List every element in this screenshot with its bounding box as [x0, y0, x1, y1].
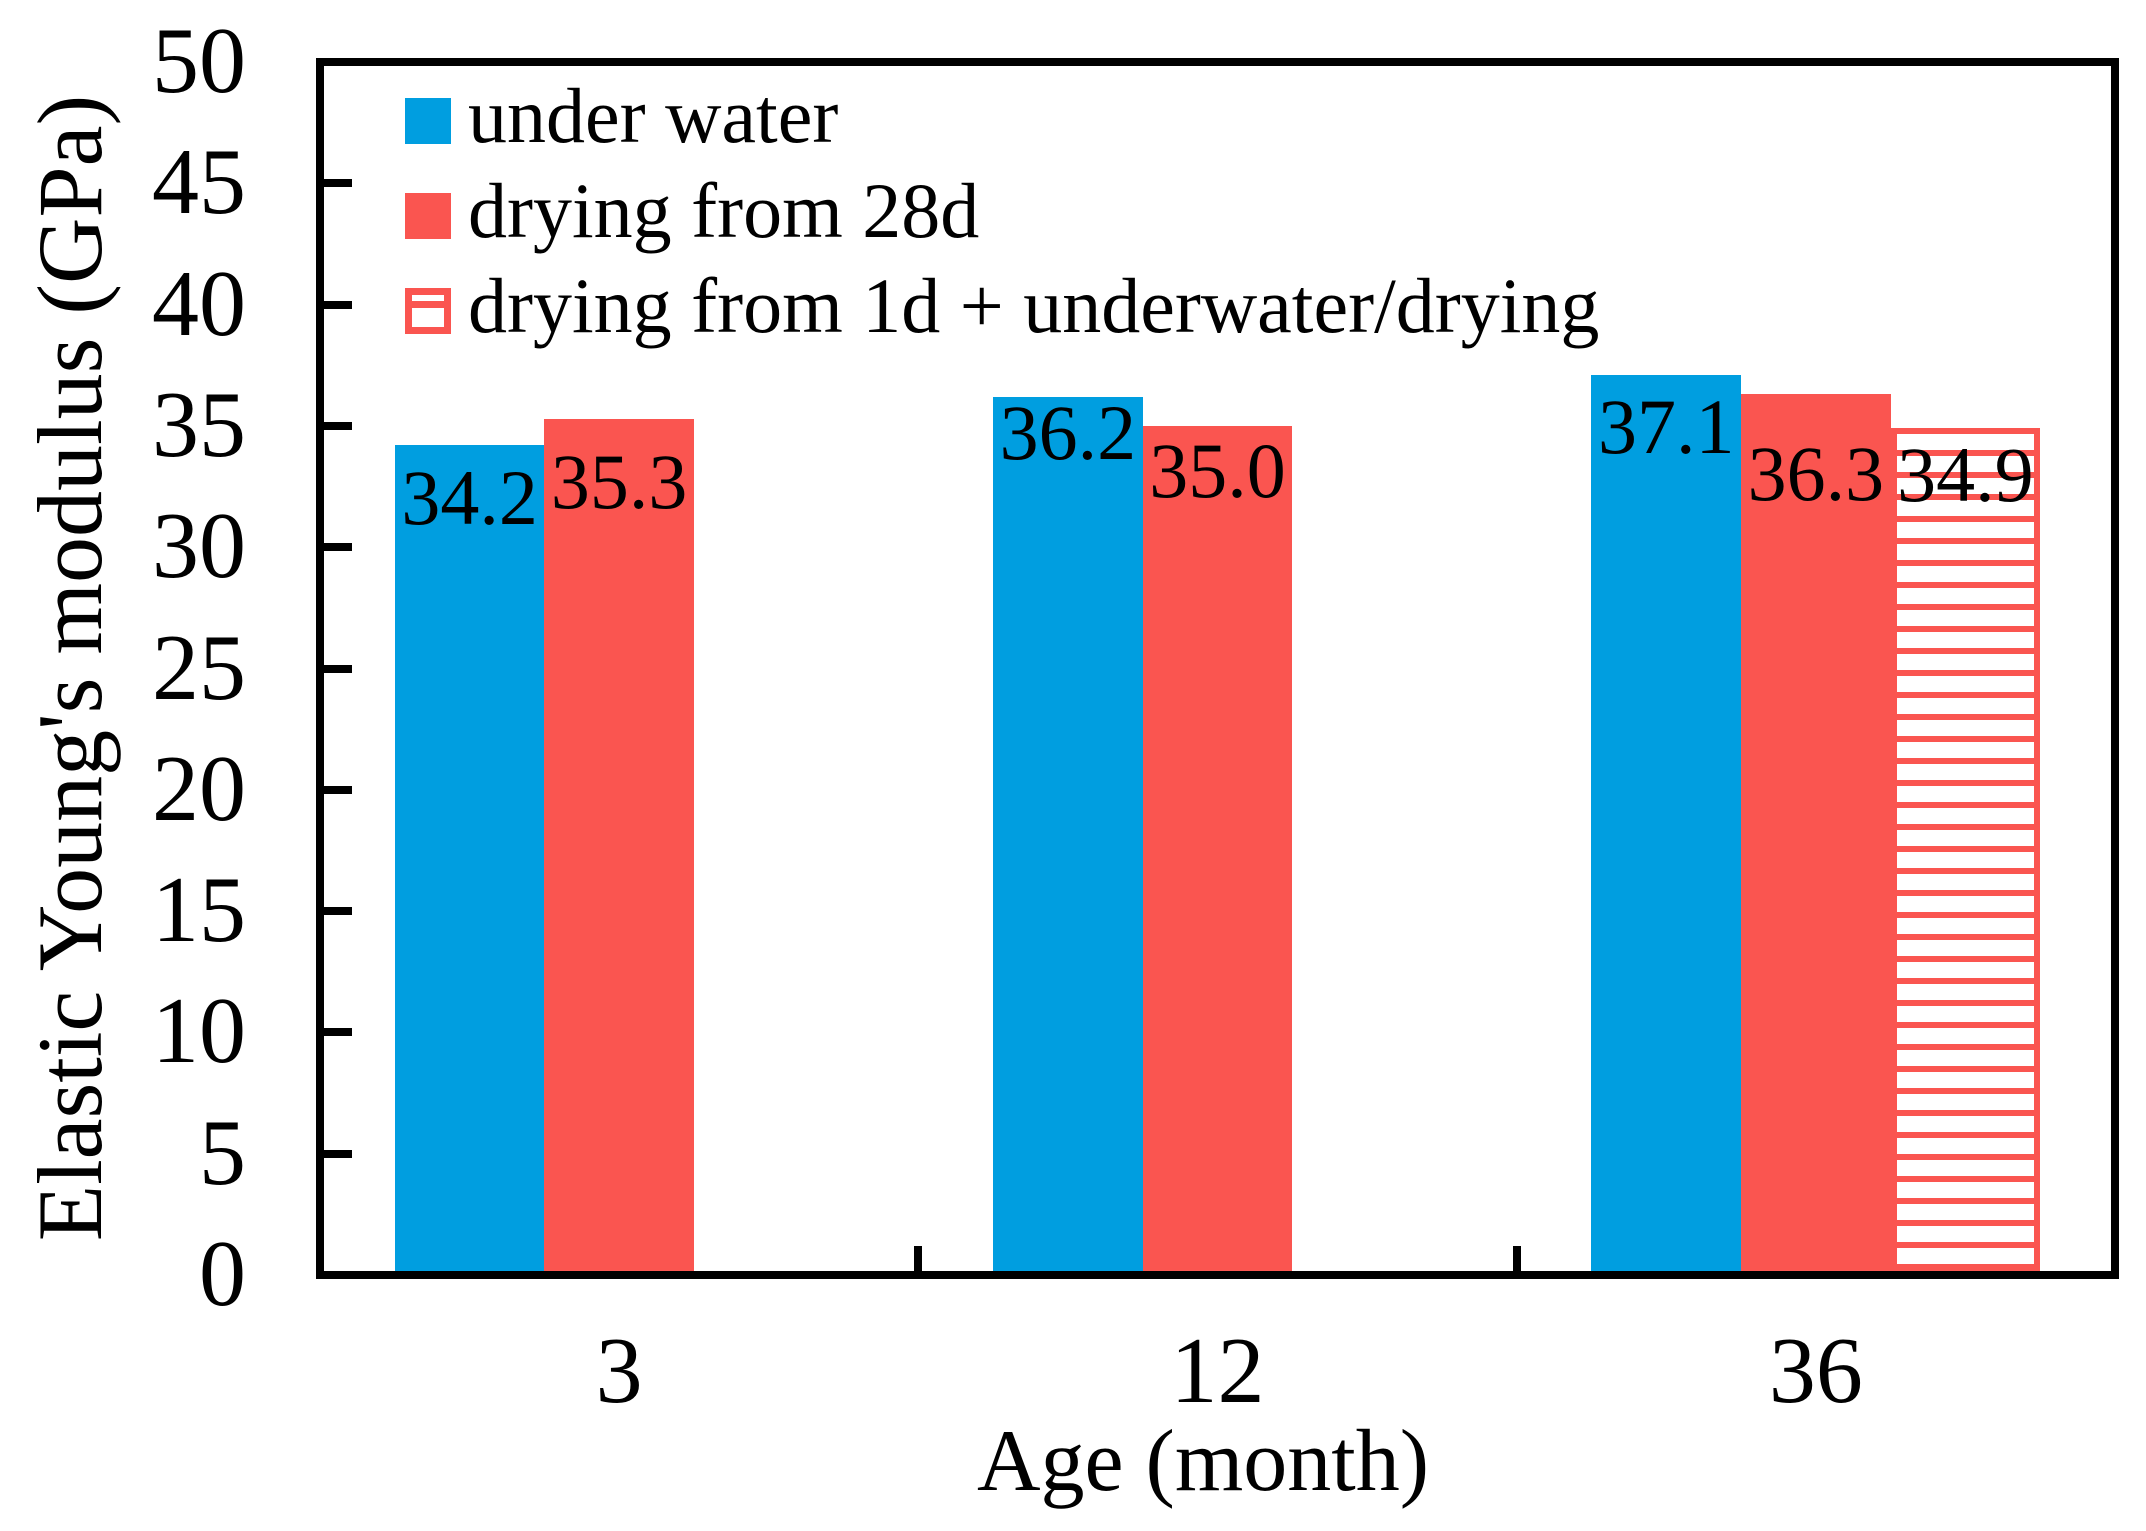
bar-under-water: [993, 396, 1143, 1275]
y-tick-mark: [324, 421, 352, 430]
x-tick-mark: [1512, 1246, 1521, 1271]
y-tick-label: 15: [152, 858, 246, 963]
bar-value-label: 35.3: [550, 437, 688, 525]
legend-swatch-blue: [405, 98, 451, 144]
legend-swatch-hatched: [405, 288, 451, 334]
y-tick-label: 0: [199, 1222, 246, 1326]
x-tick-label: 12: [1170, 1319, 1265, 1423]
bar-value-label: 36.2: [999, 388, 1137, 476]
bar-drying-from-28d: [1142, 425, 1293, 1275]
y-tick-mark: [324, 179, 352, 188]
y-tick-label: 10: [152, 979, 246, 1084]
bar-value-label: 35.0: [1149, 426, 1286, 514]
y-tick-label: 35: [152, 372, 246, 477]
bar-drying-from-28d: [1741, 394, 1891, 1275]
y-tick-label: 25: [152, 615, 246, 720]
bar-drying-from-28d: [544, 418, 694, 1275]
y-tick-mark: [324, 1149, 352, 1158]
bar-under-water: [1591, 374, 1742, 1275]
x-axis-title: Age (month): [976, 1413, 1430, 1510]
y-tick-mark: [324, 1028, 352, 1037]
y-tick-mark: [324, 907, 352, 916]
y-tick-mark: [324, 785, 352, 794]
y-tick-label: 5: [199, 1100, 246, 1205]
legend-label: drying from 28d: [468, 167, 980, 254]
bar-value-label: 36.3: [1747, 430, 1885, 518]
x-tick-label: 36: [1768, 1319, 1863, 1423]
y-tick-label: 45: [152, 130, 246, 235]
bar-under-water: [394, 445, 545, 1275]
legend-swatch-stripe: [412, 301, 444, 308]
y-tick-label: 20: [152, 736, 246, 841]
y-tick-mark: [324, 300, 352, 309]
bar-drying-from-1d-underwater-drying: [1890, 428, 2041, 1275]
y-tick-label: 30: [152, 494, 246, 599]
y-tick-label: 40: [152, 251, 246, 356]
legend-label: under water: [468, 72, 839, 159]
y-tick-label: 50: [152, 9, 246, 113]
legend-label: drying from 1d + underwater/drying: [468, 262, 1600, 349]
bar-value-label: 37.1: [1597, 382, 1735, 470]
x-tick-mark: [914, 1246, 923, 1271]
bar-value-label: 34.2: [401, 454, 538, 542]
x-tick-label: 3: [595, 1319, 643, 1423]
bar-value-label: 34.9: [1897, 431, 2034, 519]
y-tick-mark: [324, 664, 352, 673]
legend-swatch-red: [405, 193, 451, 239]
y-tick-mark: [324, 543, 352, 552]
